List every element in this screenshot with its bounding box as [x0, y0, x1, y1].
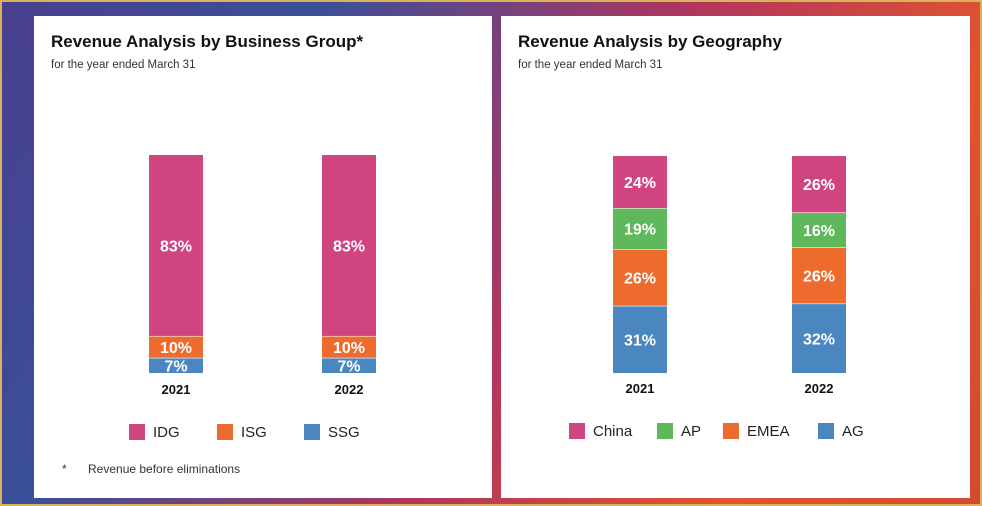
category-label-2022: 2022	[335, 382, 364, 397]
legend-label-ap: AP	[681, 423, 701, 440]
footnote: * Revenue before eliminations	[62, 462, 240, 476]
data-label-china-2021: 24%	[624, 175, 656, 192]
legend-swatch-emea	[723, 423, 739, 439]
bar-ap-2021	[613, 208, 667, 250]
bar-isg-2022	[322, 335, 376, 358]
bar-china-2021	[613, 156, 667, 209]
footnote-marker: *	[62, 462, 67, 476]
legend-label-isg: ISG	[241, 424, 267, 441]
legend-swatch-ssg	[304, 424, 320, 440]
geography-panel: Revenue Analysis by Geography for the ye…	[501, 16, 970, 498]
legend-label-ag: AG	[842, 423, 864, 440]
chart-title: Revenue Analysis by Geography	[518, 32, 782, 51]
data-label-china-2022: 26%	[803, 177, 835, 194]
data-label-isg-2021: 10%	[160, 340, 192, 357]
chart-title: Revenue Analysis by Business Group*	[51, 32, 364, 51]
bar-emea-2022	[792, 247, 846, 304]
data-label-ap-2022: 16%	[803, 223, 835, 240]
category-label-2021: 2021	[162, 382, 191, 397]
data-label-isg-2022: 10%	[333, 340, 365, 357]
legend-label-ssg: SSG	[328, 424, 360, 441]
legend-swatch-idg	[129, 424, 145, 440]
data-label-idg-2021: 83%	[160, 238, 192, 255]
geography-chart: 31% 26% 19% 24% 2021 32% 26% 16% 26% 2022 China AP E…	[569, 156, 864, 440]
data-label-ap-2021: 19%	[624, 222, 656, 239]
legend-swatch-china	[569, 423, 585, 439]
category-label-2022: 2022	[805, 381, 834, 396]
chart-subtitle: for the year ended March 31	[51, 59, 196, 71]
bar-idg-2022	[322, 155, 376, 336]
bar-emea-2021	[613, 249, 667, 306]
data-label-emea-2021: 26%	[624, 271, 656, 288]
data-label-ssg-2022: 7%	[337, 358, 360, 375]
legend-swatch-isg	[217, 424, 233, 440]
bar-ag-2021	[613, 305, 667, 373]
legend-label-china: China	[593, 423, 633, 440]
data-label-idg-2022: 83%	[333, 238, 365, 255]
bar-idg-2021	[149, 155, 203, 336]
chart-subtitle: for the year ended March 31	[518, 59, 663, 71]
legend-label-emea: EMEA	[747, 423, 790, 440]
bar-ap-2022	[792, 212, 846, 248]
bar-ag-2022	[792, 303, 846, 373]
category-label-2021: 2021	[626, 381, 655, 396]
footnote-text: Revenue before eliminations	[88, 462, 241, 476]
data-label-ag-2021: 31%	[624, 332, 656, 349]
legend-label-idg: IDG	[153, 424, 180, 441]
data-label-ssg-2021: 7%	[164, 358, 187, 375]
bar-ssg-2021	[149, 357, 203, 373]
business-group-panel: Revenue Analysis by Business Group* for …	[34, 16, 492, 498]
bar-ssg-2022	[322, 357, 376, 373]
data-label-emea-2022: 26%	[803, 268, 835, 285]
bar-isg-2021	[149, 335, 203, 358]
data-label-ag-2022: 32%	[803, 331, 835, 348]
legend-swatch-ag	[818, 423, 834, 439]
bar-china-2022	[792, 156, 846, 213]
legend-swatch-ap	[657, 423, 673, 439]
